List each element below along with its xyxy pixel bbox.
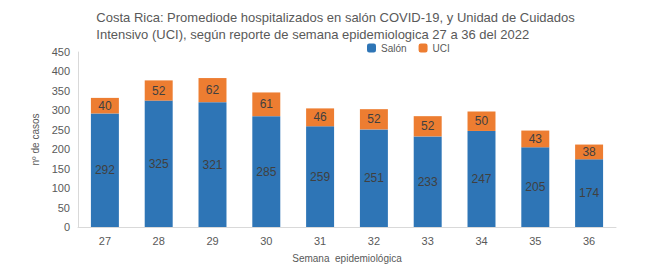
svg-text:46: 46 xyxy=(313,110,327,124)
svg-text:40: 40 xyxy=(98,99,112,113)
svg-text:400: 400 xyxy=(52,65,70,77)
svg-text:29: 29 xyxy=(206,235,218,247)
svg-text:31: 31 xyxy=(314,235,326,247)
svg-text:nº de casos: nº de casos xyxy=(30,113,41,165)
svg-text:247: 247 xyxy=(471,172,491,186)
svg-text:52: 52 xyxy=(421,119,435,133)
svg-text:28: 28 xyxy=(153,235,165,247)
svg-text:33: 33 xyxy=(422,235,434,247)
svg-text:61: 61 xyxy=(260,97,274,111)
svg-text:62: 62 xyxy=(206,83,220,97)
svg-text:205: 205 xyxy=(525,180,545,194)
svg-text:32: 32 xyxy=(368,235,380,247)
svg-text:233: 233 xyxy=(418,175,438,189)
svg-text:50: 50 xyxy=(475,114,489,128)
svg-text:35: 35 xyxy=(529,235,541,247)
svg-text:285: 285 xyxy=(256,165,276,179)
svg-text:27: 27 xyxy=(99,235,111,247)
svg-text:52: 52 xyxy=(367,112,381,126)
svg-text:Semana epidemiológica: Semana epidemiológica xyxy=(292,253,402,264)
svg-text:38: 38 xyxy=(582,145,596,159)
svg-text:200: 200 xyxy=(52,143,70,155)
svg-text:259: 259 xyxy=(310,170,330,184)
svg-text:0: 0 xyxy=(64,221,70,233)
svg-text:36: 36 xyxy=(583,235,595,247)
svg-text:292: 292 xyxy=(95,163,115,177)
svg-text:350: 350 xyxy=(52,85,70,97)
svg-text:251: 251 xyxy=(364,171,384,185)
svg-text:300: 300 xyxy=(52,104,70,116)
svg-text:Intensivo (UCI), según reporte: Intensivo (UCI), según reporte de semana… xyxy=(96,27,529,42)
svg-text:321: 321 xyxy=(202,158,222,172)
svg-text:Salón: Salón xyxy=(381,43,407,54)
svg-text:UCI: UCI xyxy=(433,43,450,54)
svg-text:174: 174 xyxy=(579,186,599,200)
svg-text:50: 50 xyxy=(58,202,70,214)
svg-text:100: 100 xyxy=(52,182,70,194)
svg-text:30: 30 xyxy=(260,235,272,247)
svg-text:150: 150 xyxy=(52,163,70,175)
svg-text:34: 34 xyxy=(475,235,487,247)
svg-text:43: 43 xyxy=(529,132,543,146)
svg-text:325: 325 xyxy=(149,157,169,171)
svg-text:450: 450 xyxy=(52,46,70,58)
svg-text:250: 250 xyxy=(52,124,70,136)
svg-text:Costa Rica: Promediode hospita: Costa Rica: Promediode hospitalizados en… xyxy=(96,10,575,25)
svg-text:52: 52 xyxy=(152,84,166,98)
